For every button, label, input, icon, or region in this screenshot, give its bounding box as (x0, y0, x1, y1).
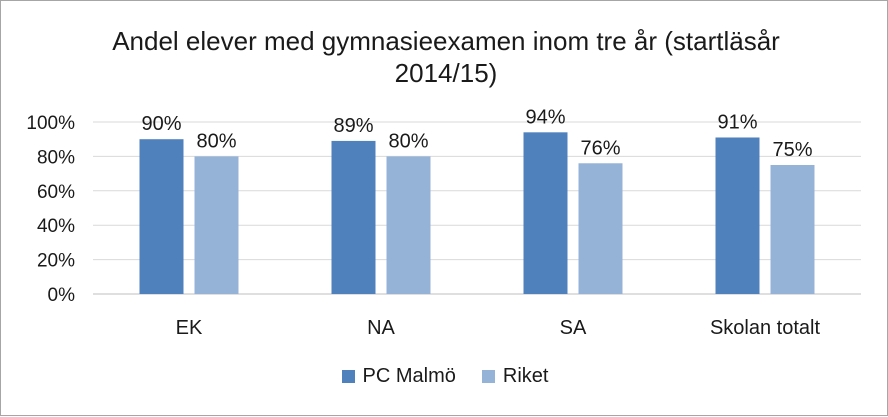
bar (523, 132, 568, 294)
y-tick-label: 20% (37, 251, 75, 272)
x-tick-label: NA (367, 317, 395, 339)
y-tick-label: 80% (37, 147, 75, 168)
legend-item: PC Malmö (341, 365, 456, 388)
data-label: 80% (196, 130, 236, 152)
legend-item: Riket (481, 365, 549, 388)
y-tick-label: 0% (48, 285, 76, 306)
chart-title: Andel elever med gymnasieexamen inom tre… (112, 26, 780, 88)
legend-label: Riket (502, 365, 549, 387)
bar (331, 140, 376, 294)
data-label: 90% (141, 113, 181, 135)
y-tick-label: 100% (26, 113, 75, 134)
data-label: 80% (388, 130, 428, 152)
bar (386, 156, 431, 294)
data-label: 76% (580, 137, 620, 159)
x-tick-label: Skolan totalt (710, 317, 821, 339)
data-label: 75% (772, 139, 812, 161)
data-label: 91% (717, 111, 757, 133)
y-tick-label: 60% (37, 182, 75, 203)
bar (194, 156, 239, 294)
data-label: 94% (525, 106, 565, 128)
bar (139, 139, 184, 294)
y-tick-label: 40% (37, 216, 75, 237)
x-tick-label: SA (560, 317, 587, 339)
bar (770, 165, 815, 294)
chart-legend: PC Malmö Riket (1, 365, 888, 388)
legend-label: PC Malmö (362, 365, 456, 387)
bar (578, 163, 623, 294)
data-label: 89% (333, 115, 373, 137)
legend-swatch (481, 370, 495, 383)
x-tick-label: EK (176, 317, 203, 339)
legend-swatch (341, 370, 355, 383)
bar (715, 137, 760, 294)
